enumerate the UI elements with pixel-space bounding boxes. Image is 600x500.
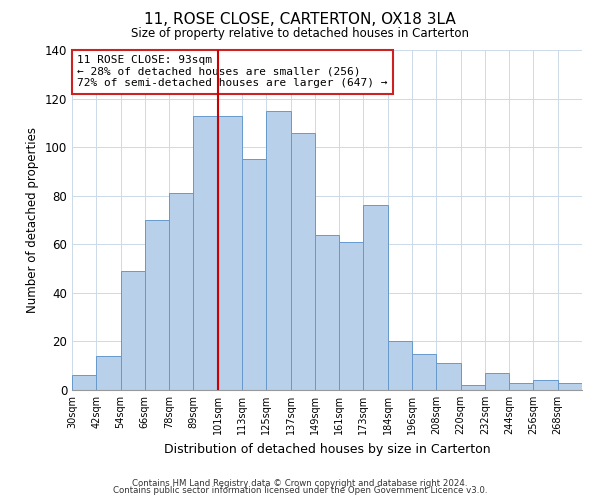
Text: Contains HM Land Registry data © Crown copyright and database right 2024.: Contains HM Land Registry data © Crown c… — [132, 478, 468, 488]
Bar — [509, 382, 533, 390]
Text: 11 ROSE CLOSE: 93sqm
← 28% of detached houses are smaller (256)
72% of semi-deta: 11 ROSE CLOSE: 93sqm ← 28% of detached h… — [77, 55, 388, 88]
Bar — [290, 132, 315, 390]
Bar — [533, 380, 558, 390]
Bar — [266, 110, 290, 390]
Bar — [169, 194, 193, 390]
Text: Size of property relative to detached houses in Carterton: Size of property relative to detached ho… — [131, 28, 469, 40]
Text: 11, ROSE CLOSE, CARTERTON, OX18 3LA: 11, ROSE CLOSE, CARTERTON, OX18 3LA — [144, 12, 456, 28]
Bar — [412, 354, 436, 390]
Bar — [388, 342, 412, 390]
Bar — [436, 364, 461, 390]
Bar — [218, 116, 242, 390]
Y-axis label: Number of detached properties: Number of detached properties — [26, 127, 39, 313]
Bar — [485, 373, 509, 390]
Bar — [558, 382, 582, 390]
Bar — [145, 220, 169, 390]
Bar — [242, 160, 266, 390]
Text: Contains public sector information licensed under the Open Government Licence v3: Contains public sector information licen… — [113, 486, 487, 495]
Bar — [315, 234, 339, 390]
Bar — [96, 356, 121, 390]
X-axis label: Distribution of detached houses by size in Carterton: Distribution of detached houses by size … — [164, 442, 490, 456]
Bar — [193, 116, 218, 390]
Bar — [461, 385, 485, 390]
Bar — [364, 206, 388, 390]
Bar — [339, 242, 364, 390]
Bar — [121, 271, 145, 390]
Bar — [72, 376, 96, 390]
